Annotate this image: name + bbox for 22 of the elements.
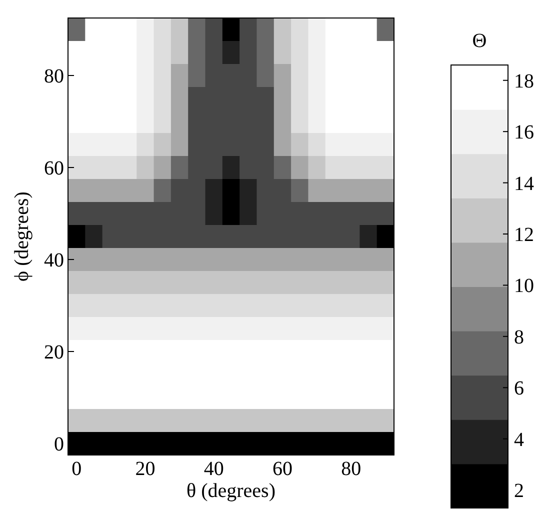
color-bar-label: 8: [514, 326, 524, 348]
y-axis-title: ϕ (degrees): [11, 192, 33, 282]
x-tick-label: 80: [341, 458, 362, 480]
color-bar-label: 10: [514, 275, 534, 298]
x-axis-title: θ (degrees): [186, 480, 276, 502]
y-tick-label: 20: [44, 342, 64, 364]
y-tick-label: 80: [44, 66, 64, 88]
color-bar-label: 14: [514, 172, 534, 195]
color-bar-title: Θ: [472, 30, 487, 52]
y-tick-label: 40: [44, 250, 64, 272]
x-tick-label: 20: [135, 458, 156, 480]
color-bar-label: 4: [514, 428, 524, 451]
color-bar-label: 18: [514, 70, 534, 92]
color-bar-label: 6: [514, 378, 524, 400]
x-tick-label: 60: [272, 458, 292, 480]
x-tick-label: 40: [204, 458, 224, 480]
x-tick-label: 0: [72, 458, 82, 480]
y-tick-label: 0: [54, 434, 64, 456]
color-bar-label: 16: [514, 122, 534, 144]
y-tick-label: 60: [44, 158, 64, 180]
color-bar-label: 12: [514, 224, 534, 246]
color-bar-label: 2: [514, 480, 524, 502]
